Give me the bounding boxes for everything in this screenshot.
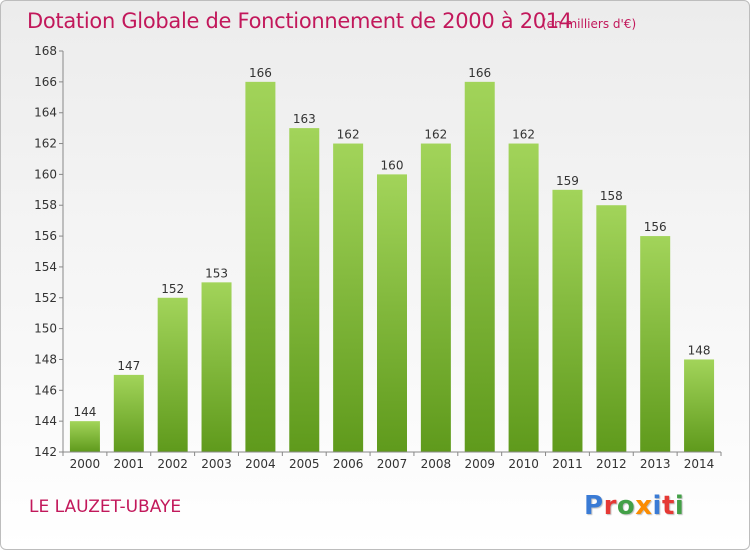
y-tick-label: 146 [34, 383, 57, 397]
data-label: 158 [600, 189, 623, 203]
x-tick-label: 2011 [552, 457, 583, 471]
x-tick-label: 2014 [684, 457, 715, 471]
data-label: 147 [117, 359, 140, 373]
x-axis: 2000 2001 2002 2003 2004 2005 2006 2007 2008 2009… [62, 451, 722, 471]
x-tick-label: 2002 [157, 457, 188, 471]
y-tick-label: 162 [34, 137, 57, 151]
logo-letter: o [616, 491, 636, 521]
x-tick-label: 2013 [640, 457, 671, 471]
bar-2012[interactable] [596, 205, 627, 452]
bar-2006[interactable] [333, 143, 364, 453]
y-tick-label: 166 [34, 75, 57, 89]
data-label: 160 [381, 158, 404, 172]
logo-letter: i [652, 491, 662, 521]
data-label: 166 [249, 66, 272, 80]
bars: 144 147 152 153 166 163 162 160 162 166 162 159 158 1… [69, 66, 715, 453]
data-label: 152 [161, 282, 184, 296]
logo-letter: P [584, 491, 604, 521]
x-tick-label: 2012 [596, 457, 627, 471]
x-tick-label: 2009 [464, 457, 495, 471]
bar-2007[interactable] [377, 174, 407, 452]
logo-letter: x [635, 491, 653, 521]
logo-letter: r [603, 491, 617, 521]
y-tick-label: 142 [34, 445, 57, 459]
bar-2000[interactable] [69, 421, 100, 452]
y-tick-label: 156 [34, 229, 57, 243]
data-label: 163 [293, 112, 316, 126]
y-tick-label: 158 [34, 198, 57, 212]
x-tick-label: 2003 [201, 457, 232, 471]
bar-2001[interactable] [113, 374, 144, 452]
logo-letter: t [661, 491, 675, 521]
x-tick-label: 2010 [508, 457, 539, 471]
x-tick-label: 2005 [289, 457, 320, 471]
bar-2011[interactable] [552, 189, 583, 453]
x-tick-label: 2006 [333, 457, 364, 471]
bar-2008[interactable] [420, 143, 451, 453]
data-label: 162 [424, 128, 447, 142]
chart-subtitle: (en milliers d'€) [542, 17, 637, 31]
bar-2002[interactable] [157, 297, 188, 452]
data-label: 159 [556, 174, 579, 188]
x-tick-label: 2004 [245, 457, 276, 471]
data-label: 166 [468, 66, 491, 80]
bar-2003[interactable] [201, 282, 232, 452]
data-label: 162 [337, 128, 360, 142]
commune-name: LE LAUZET-UBAYE [29, 497, 182, 517]
x-tick-label: 2008 [421, 457, 452, 471]
logo-letter: i [674, 491, 685, 521]
data-label: 162 [512, 128, 535, 142]
bar-2014[interactable] [684, 359, 715, 452]
y-tick-label: 164 [34, 106, 57, 120]
data-label: 144 [73, 405, 96, 419]
y-tick-label: 152 [34, 291, 57, 305]
data-label: 156 [644, 220, 667, 234]
x-tick-label: 2007 [377, 457, 408, 471]
y-tick-label: 154 [34, 260, 57, 274]
data-label: 153 [205, 266, 228, 280]
x-tick-label: 2000 [70, 457, 101, 471]
bar-2004[interactable] [245, 81, 276, 452]
x-tick-label: 2001 [114, 457, 145, 471]
bar-2013[interactable] [640, 236, 671, 452]
data-label: 148 [688, 343, 711, 357]
chart-title: Dotation Globale de Fonctionnement de 20… [27, 9, 572, 33]
y-tick-label: 144 [34, 414, 57, 428]
y-tick-label: 150 [34, 322, 57, 336]
bar-2005[interactable] [289, 128, 320, 452]
bar-2009[interactable] [464, 81, 495, 452]
bar-2010[interactable] [508, 143, 539, 453]
proxiti-logo[interactable]: Proxiti [584, 491, 684, 521]
y-tick-label: 160 [34, 167, 57, 181]
y-axis: 142 144 146 148 150 152 154 156 158 160 162 164 166 1… [34, 44, 64, 459]
y-tick-label: 168 [34, 44, 57, 58]
y-tick-label: 148 [34, 352, 57, 366]
